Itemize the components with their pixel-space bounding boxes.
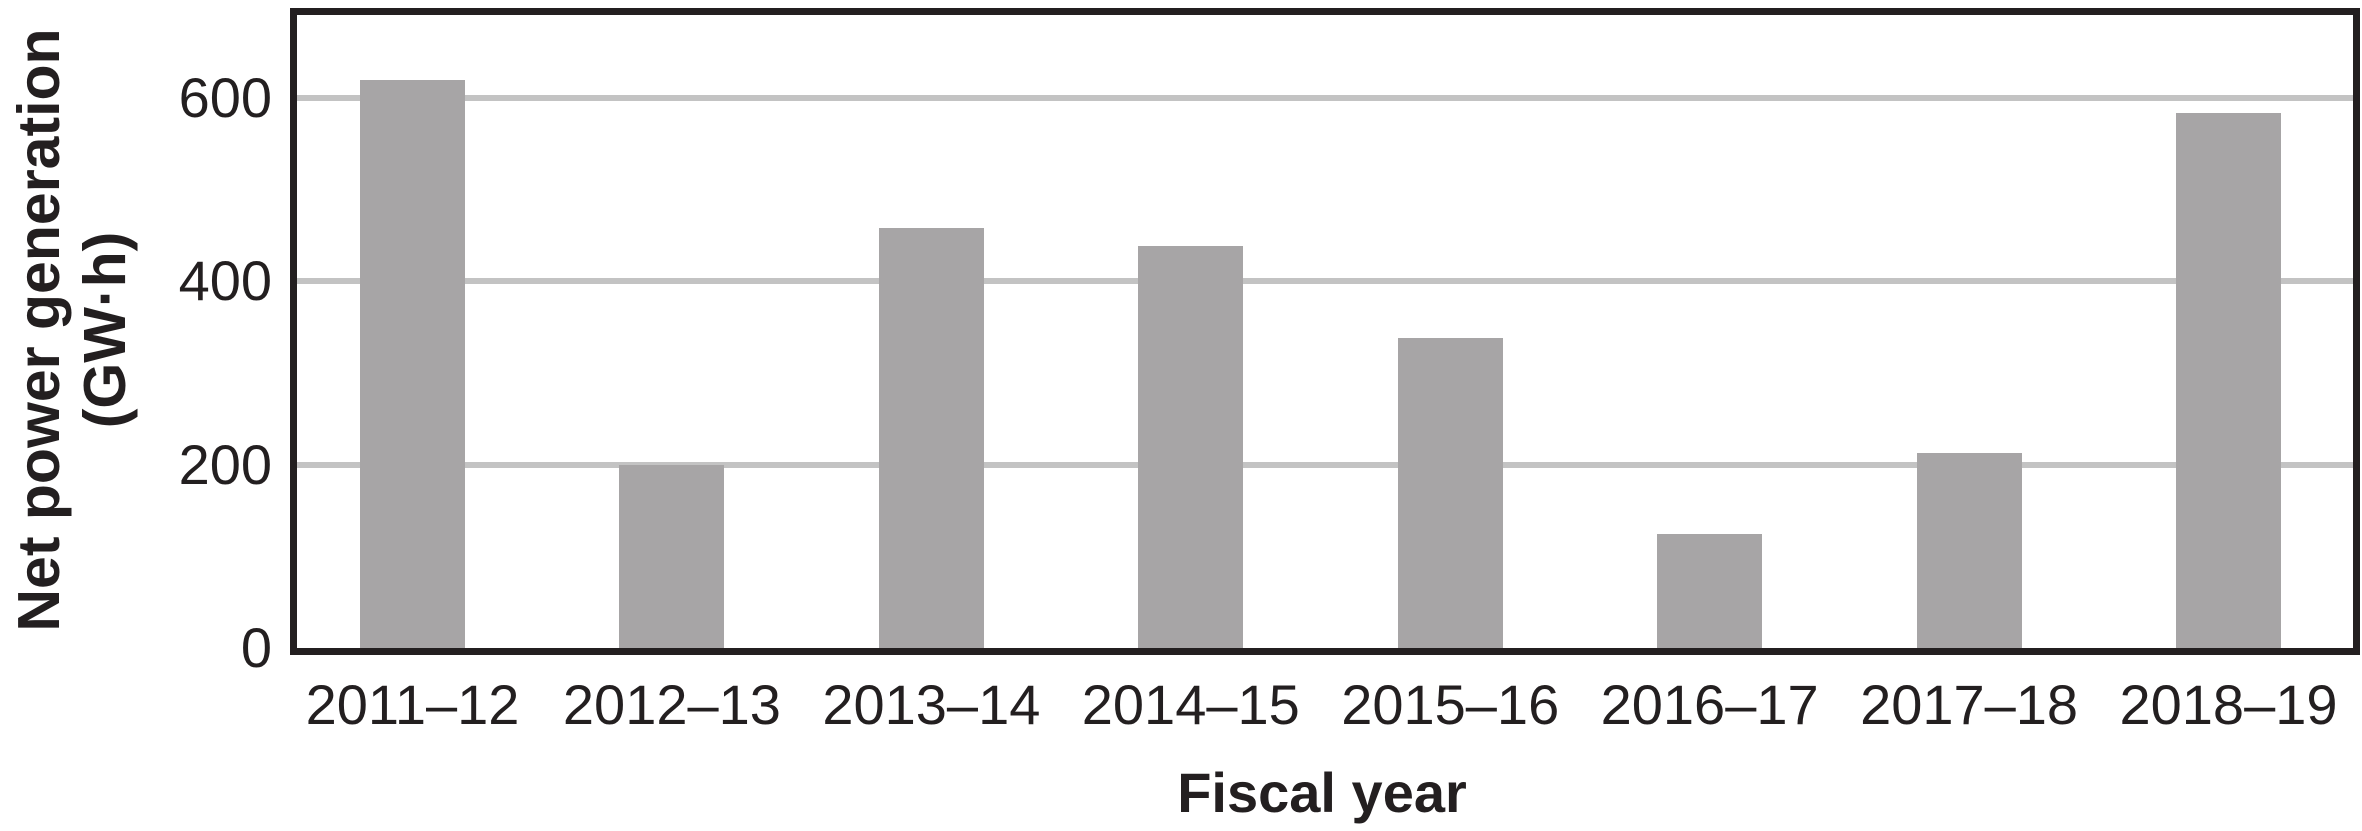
x-tick-label-2016–17: 2016–17 — [1600, 673, 1819, 736]
gridline-600 — [297, 95, 2353, 101]
bar-2014–15 — [1138, 245, 1244, 648]
x-axis-title: Fiscal year — [1177, 761, 1467, 824]
x-tick-label-2014–15: 2014–15 — [1081, 673, 1300, 736]
x-tick-label-2012–13: 2012–13 — [562, 673, 781, 736]
plot-area — [290, 8, 2360, 655]
x-tick-label-2017–18: 2017–18 — [1860, 673, 2079, 736]
gridline-400 — [297, 278, 2353, 285]
x-tick-label-2013–14: 2013–14 — [822, 673, 1041, 736]
y-tick-label-0: 0 — [240, 616, 272, 679]
bar-2018–19 — [2176, 112, 2281, 648]
y-tick-label-200: 200 — [178, 432, 272, 496]
x-tick-label-2015–16: 2015–16 — [1341, 673, 1560, 736]
bar-2012–13 — [619, 464, 725, 648]
y-tick-label-400: 400 — [178, 249, 272, 313]
bar-2015–16 — [1397, 338, 1503, 648]
bar-2016–17 — [1657, 534, 1763, 648]
y-tick-label-600: 600 — [178, 66, 272, 129]
bar-2011–12 — [360, 79, 465, 648]
plot-inner — [297, 15, 2353, 648]
x-tick-label-2018–19: 2018–19 — [2119, 673, 2338, 736]
x-tick-label-2011–12: 2011–12 — [305, 673, 520, 736]
gridline-200 — [297, 461, 2353, 468]
bar-2013–14 — [878, 228, 984, 648]
bar-2017–18 — [1916, 452, 2022, 648]
